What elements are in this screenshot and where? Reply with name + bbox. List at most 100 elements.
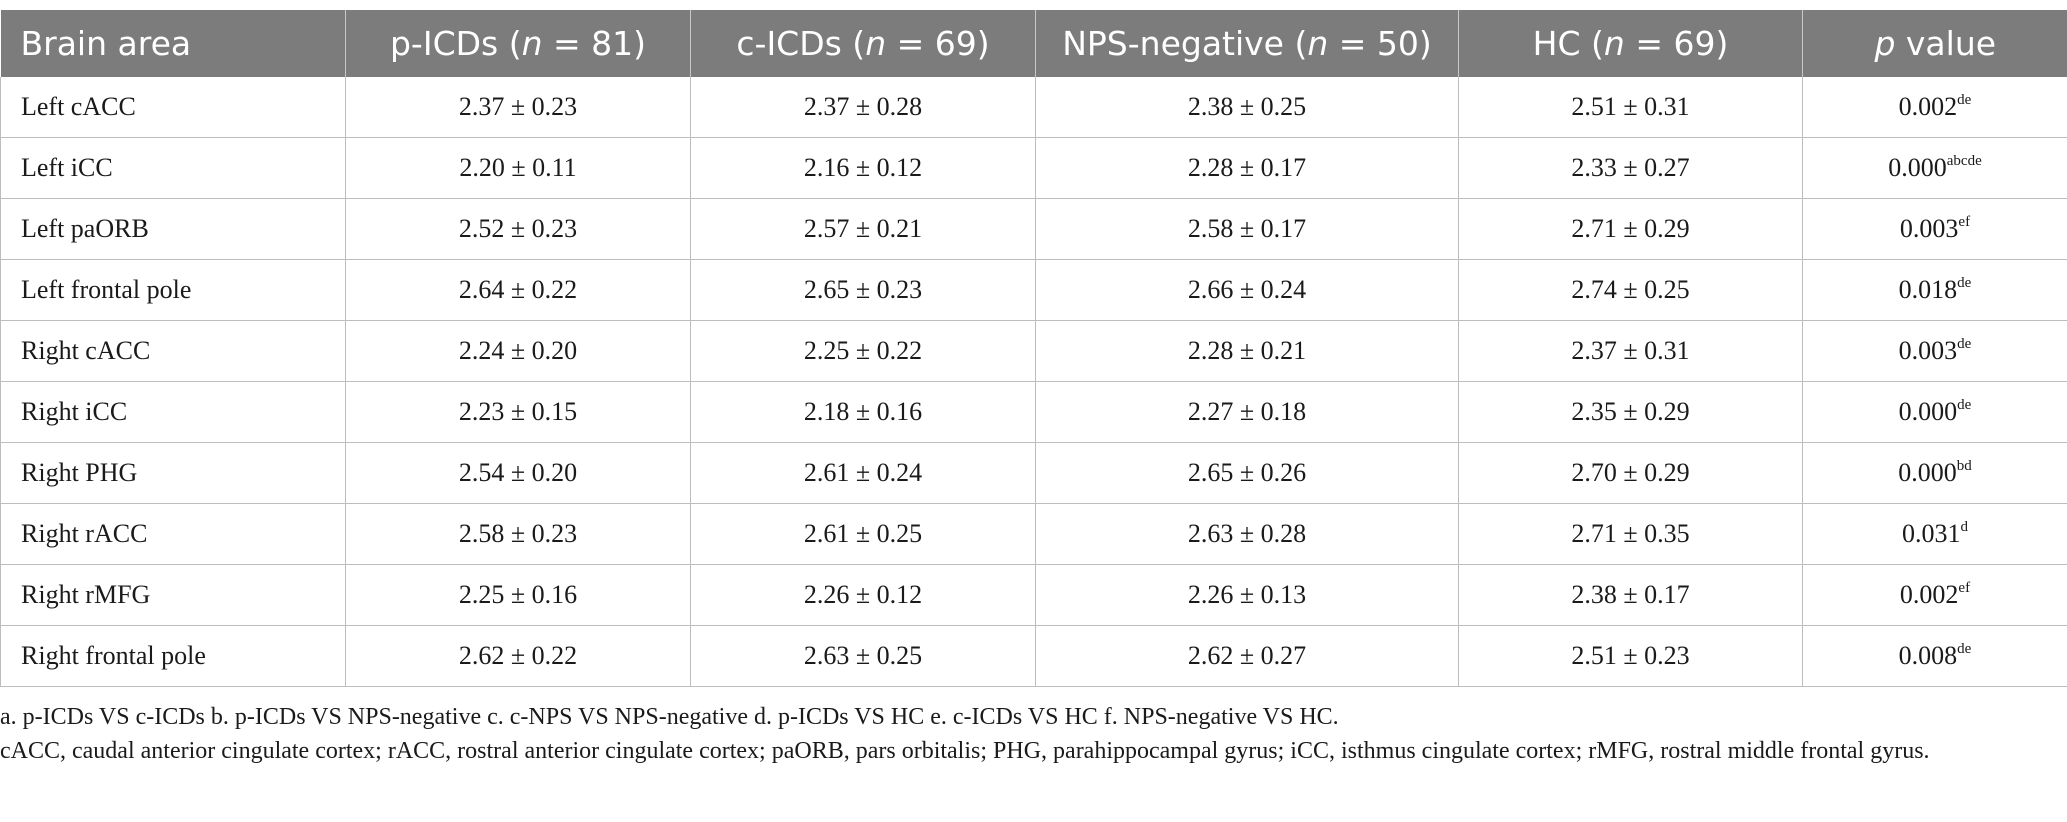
cell-p-value: 0.000de — [1802, 381, 2067, 443]
header-p-icds: p-ICDs (n = 81) — [345, 10, 691, 77]
cell-p-value: 0.000abcde — [1802, 137, 2067, 199]
cell-p-icds: 2.25 ± 0.16 — [345, 564, 691, 626]
cell-p-icds: 2.24 ± 0.20 — [345, 320, 691, 382]
p-value: 0.000 — [1888, 153, 1947, 182]
cell-brain-area: Left cACC — [0, 77, 346, 138]
footnote-abbreviations: cACC, caudal anterior cingulate cortex; … — [0, 738, 1930, 764]
cell-brain-area: Right iCC — [0, 381, 346, 443]
cell-p-value: 0.003de — [1802, 320, 2067, 382]
cell-nps-negative: 2.28 ± 0.17 — [1035, 137, 1459, 199]
cell-nps-negative: 2.62 ± 0.27 — [1035, 625, 1459, 687]
p-value: 0.003 — [1899, 214, 1959, 243]
header-c-icds: c-ICDs (n = 69) — [690, 10, 1036, 77]
results-table: Brain area p-ICDs (n = 81) c-ICDs (n = 6… — [0, 10, 2067, 687]
cell-hc: 2.51 ± 0.31 — [1458, 77, 1803, 138]
table-row: Left paORB 2.52 ± 0.23 2.57 ± 0.21 2.58 … — [0, 198, 2067, 260]
cell-nps-negative: 2.28 ± 0.21 — [1035, 320, 1459, 382]
cell-p-value: 0.002de — [1802, 77, 2067, 138]
cell-hc: 2.35 ± 0.29 — [1458, 381, 1803, 443]
cell-hc: 2.71 ± 0.35 — [1458, 503, 1803, 565]
cell-brain-area: Left frontal pole — [0, 259, 346, 321]
cell-c-icds: 2.25 ± 0.22 — [690, 320, 1036, 382]
header-nps-negative: NPS-negative (n = 50) — [1035, 10, 1459, 77]
cell-nps-negative: 2.58 ± 0.17 — [1035, 198, 1459, 260]
p-value: 0.002 — [1898, 92, 1958, 121]
cell-c-icds: 2.65 ± 0.23 — [690, 259, 1036, 321]
table-row: Right rMFG 2.25 ± 0.16 2.26 ± 0.12 2.26 … — [0, 564, 2067, 626]
cell-p-icds: 2.62 ± 0.22 — [345, 625, 691, 687]
cell-p-icds: 2.58 ± 0.23 — [345, 503, 691, 565]
p-value-superscript: abcde — [1946, 153, 1982, 169]
table-row: Right rACC 2.58 ± 0.23 2.61 ± 0.25 2.63 … — [0, 503, 2067, 565]
cell-p-icds: 2.23 ± 0.15 — [345, 381, 691, 443]
results-table-container: Brain area p-ICDs (n = 81) c-ICDs (n = 6… — [0, 10, 2067, 687]
cell-hc: 2.70 ± 0.29 — [1458, 442, 1803, 504]
cell-p-value: 0.003ef — [1802, 198, 2067, 260]
footnote-comparisons: a. p-ICDs VS c-ICDs b. p-ICDs VS NPS-neg… — [0, 704, 1339, 730]
cell-p-value: 0.000bd — [1802, 442, 2067, 504]
cell-hc: 2.74 ± 0.25 — [1458, 259, 1803, 321]
cell-c-icds: 2.16 ± 0.12 — [690, 137, 1036, 199]
p-value-superscript: de — [1957, 92, 1972, 108]
p-value-superscript: de — [1957, 336, 1972, 352]
cell-hc: 2.33 ± 0.27 — [1458, 137, 1803, 199]
header-row: Brain area p-ICDs (n = 81) c-ICDs (n = 6… — [0, 10, 2067, 77]
cell-nps-negative: 2.63 ± 0.28 — [1035, 503, 1459, 565]
p-value-superscript: de — [1957, 397, 1972, 413]
cell-hc: 2.51 ± 0.23 — [1458, 625, 1803, 687]
p-value: 0.000 — [1898, 397, 1958, 426]
table-body: Left cACC 2.37 ± 0.23 2.37 ± 0.28 2.38 ±… — [0, 77, 2067, 687]
p-value-superscript: d — [1960, 519, 1969, 535]
cell-nps-negative: 2.27 ± 0.18 — [1035, 381, 1459, 443]
cell-c-icds: 2.18 ± 0.16 — [690, 381, 1036, 443]
cell-p-icds: 2.54 ± 0.20 — [345, 442, 691, 504]
header-p-value: p value — [1802, 10, 2067, 77]
table-row: Right cACC 2.24 ± 0.20 2.25 ± 0.22 2.28 … — [0, 320, 2067, 382]
p-value: 0.031 — [1902, 519, 1961, 548]
cell-p-value: 0.031d — [1802, 503, 2067, 565]
p-value-superscript: de — [1957, 275, 1972, 291]
cell-p-value: 0.002ef — [1802, 564, 2067, 626]
cell-brain-area: Right PHG — [0, 442, 346, 504]
header-brain-area: Brain area — [0, 10, 346, 77]
cell-brain-area: Left iCC — [0, 137, 346, 199]
cell-brain-area: Right frontal pole — [0, 625, 346, 687]
cell-p-value: 0.018de — [1802, 259, 2067, 321]
cell-c-icds: 2.37 ± 0.28 — [690, 77, 1036, 138]
table-row: Left cACC 2.37 ± 0.23 2.37 ± 0.28 2.38 ±… — [0, 77, 2067, 138]
table-row: Left frontal pole 2.64 ± 0.22 2.65 ± 0.2… — [0, 259, 2067, 321]
p-value: 0.002 — [1899, 580, 1959, 609]
table-row: Left iCC 2.20 ± 0.11 2.16 ± 0.12 2.28 ± … — [0, 137, 2067, 199]
p-value-superscript: de — [1957, 641, 1972, 657]
cell-p-icds: 2.64 ± 0.22 — [345, 259, 691, 321]
cell-c-icds: 2.57 ± 0.21 — [690, 198, 1036, 260]
p-value-superscript: bd — [1956, 458, 1972, 474]
p-value: 0.018 — [1898, 275, 1958, 304]
cell-p-value: 0.008de — [1802, 625, 2067, 687]
cell-p-icds: 2.52 ± 0.23 — [345, 198, 691, 260]
p-value: 0.003 — [1898, 336, 1958, 365]
cell-brain-area: Left paORB — [0, 198, 346, 260]
cell-c-icds: 2.63 ± 0.25 — [690, 625, 1036, 687]
cell-nps-negative: 2.38 ± 0.25 — [1035, 77, 1459, 138]
p-value: 0.000 — [1898, 458, 1957, 487]
cell-hc: 2.38 ± 0.17 — [1458, 564, 1803, 626]
cell-c-icds: 2.61 ± 0.24 — [690, 442, 1036, 504]
cell-brain-area: Right rMFG — [0, 564, 346, 626]
cell-p-icds: 2.37 ± 0.23 — [345, 77, 691, 138]
cell-p-icds: 2.20 ± 0.11 — [345, 137, 691, 199]
cell-c-icds: 2.26 ± 0.12 — [690, 564, 1036, 626]
p-value-superscript: ef — [1958, 214, 1971, 230]
table-row: Right frontal pole 2.62 ± 0.22 2.63 ± 0.… — [0, 625, 2067, 687]
cell-nps-negative: 2.65 ± 0.26 — [1035, 442, 1459, 504]
cell-hc: 2.71 ± 0.29 — [1458, 198, 1803, 260]
table-header: Brain area p-ICDs (n = 81) c-ICDs (n = 6… — [0, 10, 2067, 77]
p-value-superscript: ef — [1958, 580, 1971, 596]
cell-nps-negative: 2.66 ± 0.24 — [1035, 259, 1459, 321]
table-row: Right iCC 2.23 ± 0.15 2.18 ± 0.16 2.27 ±… — [0, 381, 2067, 443]
cell-hc: 2.37 ± 0.31 — [1458, 320, 1803, 382]
cell-nps-negative: 2.26 ± 0.13 — [1035, 564, 1459, 626]
table-footnotes: a. p-ICDs VS c-ICDs b. p-ICDs VS NPS-neg… — [0, 700, 2040, 768]
header-hc: HC (n = 69) — [1458, 10, 1803, 77]
cell-brain-area: Right rACC — [0, 503, 346, 565]
